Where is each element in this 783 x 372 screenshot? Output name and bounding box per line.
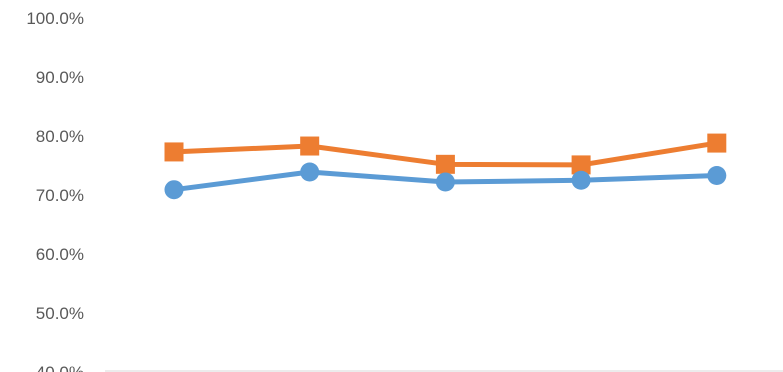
- square-marker: [164, 142, 184, 162]
- circle-marker: [435, 172, 455, 192]
- square-marker: [300, 136, 320, 156]
- square-marker: [571, 155, 591, 175]
- y-axis-tick-labels: 100.0% 90.0% 80.0% 70.0% 60.0% 50.0% 40.0%: [26, 9, 84, 372]
- circle-marker: [300, 162, 320, 182]
- square-marker: [707, 133, 727, 153]
- y-tick-label: 80.0%: [36, 127, 84, 146]
- series-2: [164, 162, 727, 200]
- circle-marker: [571, 170, 591, 190]
- y-tick-label: 100.0%: [26, 9, 84, 28]
- square-marker: [435, 154, 455, 174]
- circle-marker: [707, 166, 727, 186]
- y-tick-label: 90.0%: [36, 68, 84, 87]
- y-tick-label: 40.0%: [36, 363, 84, 372]
- circle-marker: [164, 180, 184, 200]
- series-group: [164, 133, 727, 200]
- y-tick-label: 50.0%: [36, 304, 84, 323]
- series-1: [164, 133, 727, 175]
- y-tick-label: 60.0%: [36, 245, 84, 264]
- y-tick-label: 70.0%: [36, 186, 84, 205]
